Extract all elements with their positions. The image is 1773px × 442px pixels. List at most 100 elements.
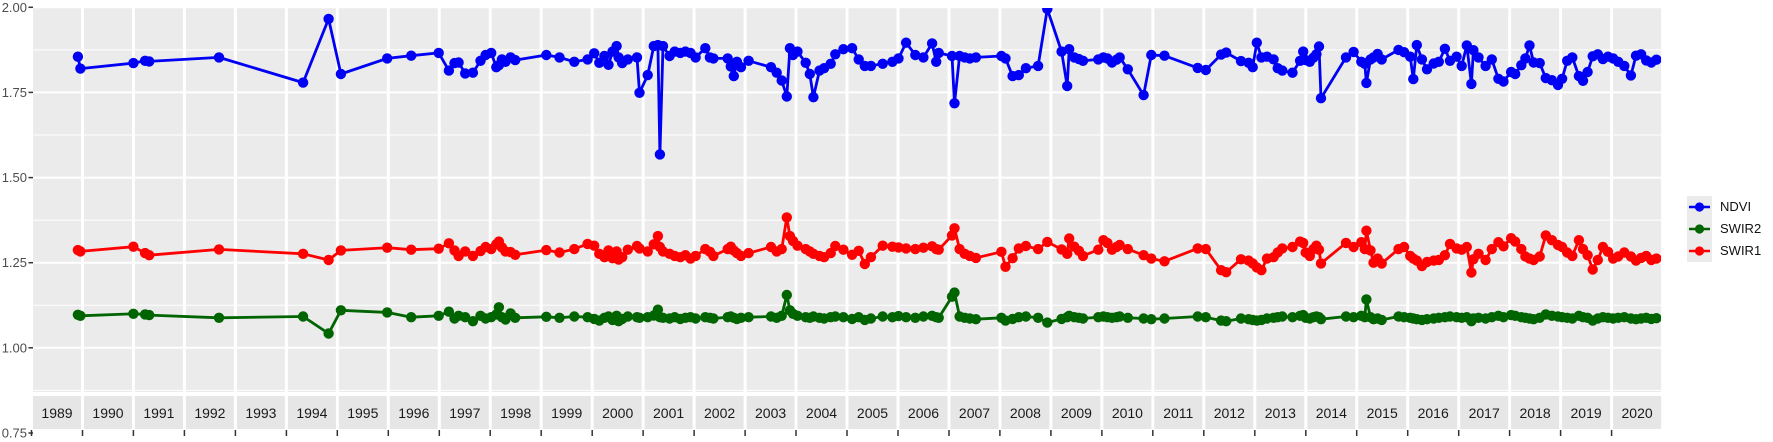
data-point-ndvi [743, 55, 754, 66]
data-point-ndvi [406, 50, 417, 61]
data-point-ndvi [1421, 64, 1433, 75]
strip-2020 [1613, 396, 1662, 429]
data-point-ndvi [382, 53, 393, 64]
data-point-swir1 [75, 246, 86, 257]
data-point-swir1 [1192, 243, 1203, 254]
data-point-ndvi [1408, 73, 1419, 85]
data-point-swir1 [1000, 261, 1011, 272]
data-point-ndvi [1077, 55, 1089, 66]
data-point-swir1 [743, 247, 754, 259]
data-point-ndvi [1042, 8, 1053, 15]
data-point-ndvi [1287, 67, 1298, 78]
legend-key-ndvi-icon [1687, 196, 1712, 218]
strip-1999 [542, 396, 591, 429]
strip-label-2001: 2001 [653, 405, 684, 421]
panel-2016 [1409, 8, 1458, 392]
data-point-ndvi [728, 70, 739, 82]
data-point-ndvi [946, 50, 958, 62]
data-point-ndvi [838, 44, 849, 55]
data-point-swir1 [1587, 264, 1598, 275]
data-point-ndvi [970, 52, 982, 63]
strip-1990 [84, 396, 132, 429]
data-series-swir2 [72, 287, 1662, 339]
data-point-ndvi [1556, 73, 1568, 85]
strip-label-1997: 1997 [449, 405, 480, 421]
data-point-ndvi [781, 91, 792, 102]
data-point-ndvi [1159, 50, 1170, 61]
data-point-swir2 [776, 310, 787, 321]
data-point-ndvi [657, 40, 669, 52]
data-point-ndvi [634, 87, 645, 99]
panel-1991 [134, 8, 183, 392]
data-point-swir1 [1277, 243, 1288, 254]
strip-label-2005: 2005 [857, 405, 888, 421]
panel-2011 [1154, 8, 1203, 392]
data-point-ndvi [1340, 52, 1352, 63]
data-point-ndvi [1032, 60, 1044, 72]
data-point-swir2 [213, 312, 225, 323]
x-axis-strips: 1989 1990 1991 1992 1993 1994 1995 1996 1997 1998… [30, 396, 1662, 436]
data-point-ndvi [1376, 54, 1387, 65]
data-point-swir2 [830, 311, 841, 322]
grid-major [33, 6, 1662, 349]
panel-1996 [389, 8, 438, 392]
y-tick-label: 2.00 [2, 0, 27, 15]
strip-label-2019: 2019 [1571, 405, 1602, 421]
data-point-ndvi [1486, 54, 1498, 65]
data-point-swir1 [642, 246, 653, 257]
panel-1993 [236, 8, 285, 392]
data-point-swir1 [1200, 243, 1212, 255]
data-point-swir1 [1376, 258, 1387, 269]
data-point-swir2 [1042, 317, 1053, 328]
panel-2020 [1613, 8, 1662, 392]
data-point-swir2 [1020, 311, 1032, 322]
data-point-swir2 [493, 302, 505, 313]
data-point-swir1 [933, 244, 944, 255]
data-point-ndvi [1138, 89, 1149, 101]
data-point-ndvi [804, 68, 815, 80]
data-point-ndvi [949, 98, 960, 109]
data-point-swir2 [1122, 312, 1134, 323]
strip-label-2013: 2013 [1265, 405, 1296, 421]
data-point-ndvi [1192, 62, 1203, 74]
data-point-ndvi [323, 13, 334, 25]
data-point-swir2 [1361, 294, 1372, 305]
data-point-swir2 [128, 308, 139, 319]
data-point-swir1 [1510, 236, 1521, 247]
data-point-ndvi [853, 54, 864, 65]
data-point-swir1 [1498, 241, 1509, 252]
panel-2019 [1562, 8, 1611, 392]
data-point-swir2 [622, 311, 633, 322]
data-point-ndvi [541, 49, 552, 61]
data-point-swir1 [1122, 243, 1134, 255]
data-point-ndvi [622, 54, 633, 65]
data-point-swir1 [213, 244, 225, 255]
panel-2012 [1205, 8, 1254, 392]
legend-label-swir1: SWIR1 [1720, 243, 1762, 258]
data-point-swir1 [1340, 237, 1352, 249]
data-point-ndvi [128, 57, 139, 69]
data-point-swir1 [1567, 250, 1578, 262]
data-point-ndvi [443, 65, 455, 76]
y-tick-label: 1.75 [2, 85, 27, 100]
data-point-ndvi [1114, 52, 1125, 63]
data-point-ndvi [933, 47, 944, 59]
strip-2000 [593, 396, 642, 429]
strip-2002 [695, 396, 744, 429]
data-point-swir2 [910, 312, 921, 323]
data-point-swir2 [1340, 311, 1352, 322]
data-point-ndvi [830, 49, 841, 60]
data-point-swir1 [1651, 253, 1662, 264]
data-point-ndvi [1200, 64, 1212, 76]
data-point-swir1 [382, 242, 393, 253]
data-point-ndvi [1013, 69, 1024, 81]
data-point-swir1 [877, 240, 888, 251]
data-point-swir1 [1256, 265, 1267, 276]
strip-2015 [1358, 396, 1407, 429]
data-point-ndvi [1277, 65, 1288, 76]
panel-2005 [848, 8, 897, 392]
data-point-swir1 [830, 240, 841, 252]
data-point-swir1 [918, 242, 929, 253]
strip-label-1989: 1989 [41, 405, 72, 421]
data-point-ndvi [1567, 52, 1578, 63]
